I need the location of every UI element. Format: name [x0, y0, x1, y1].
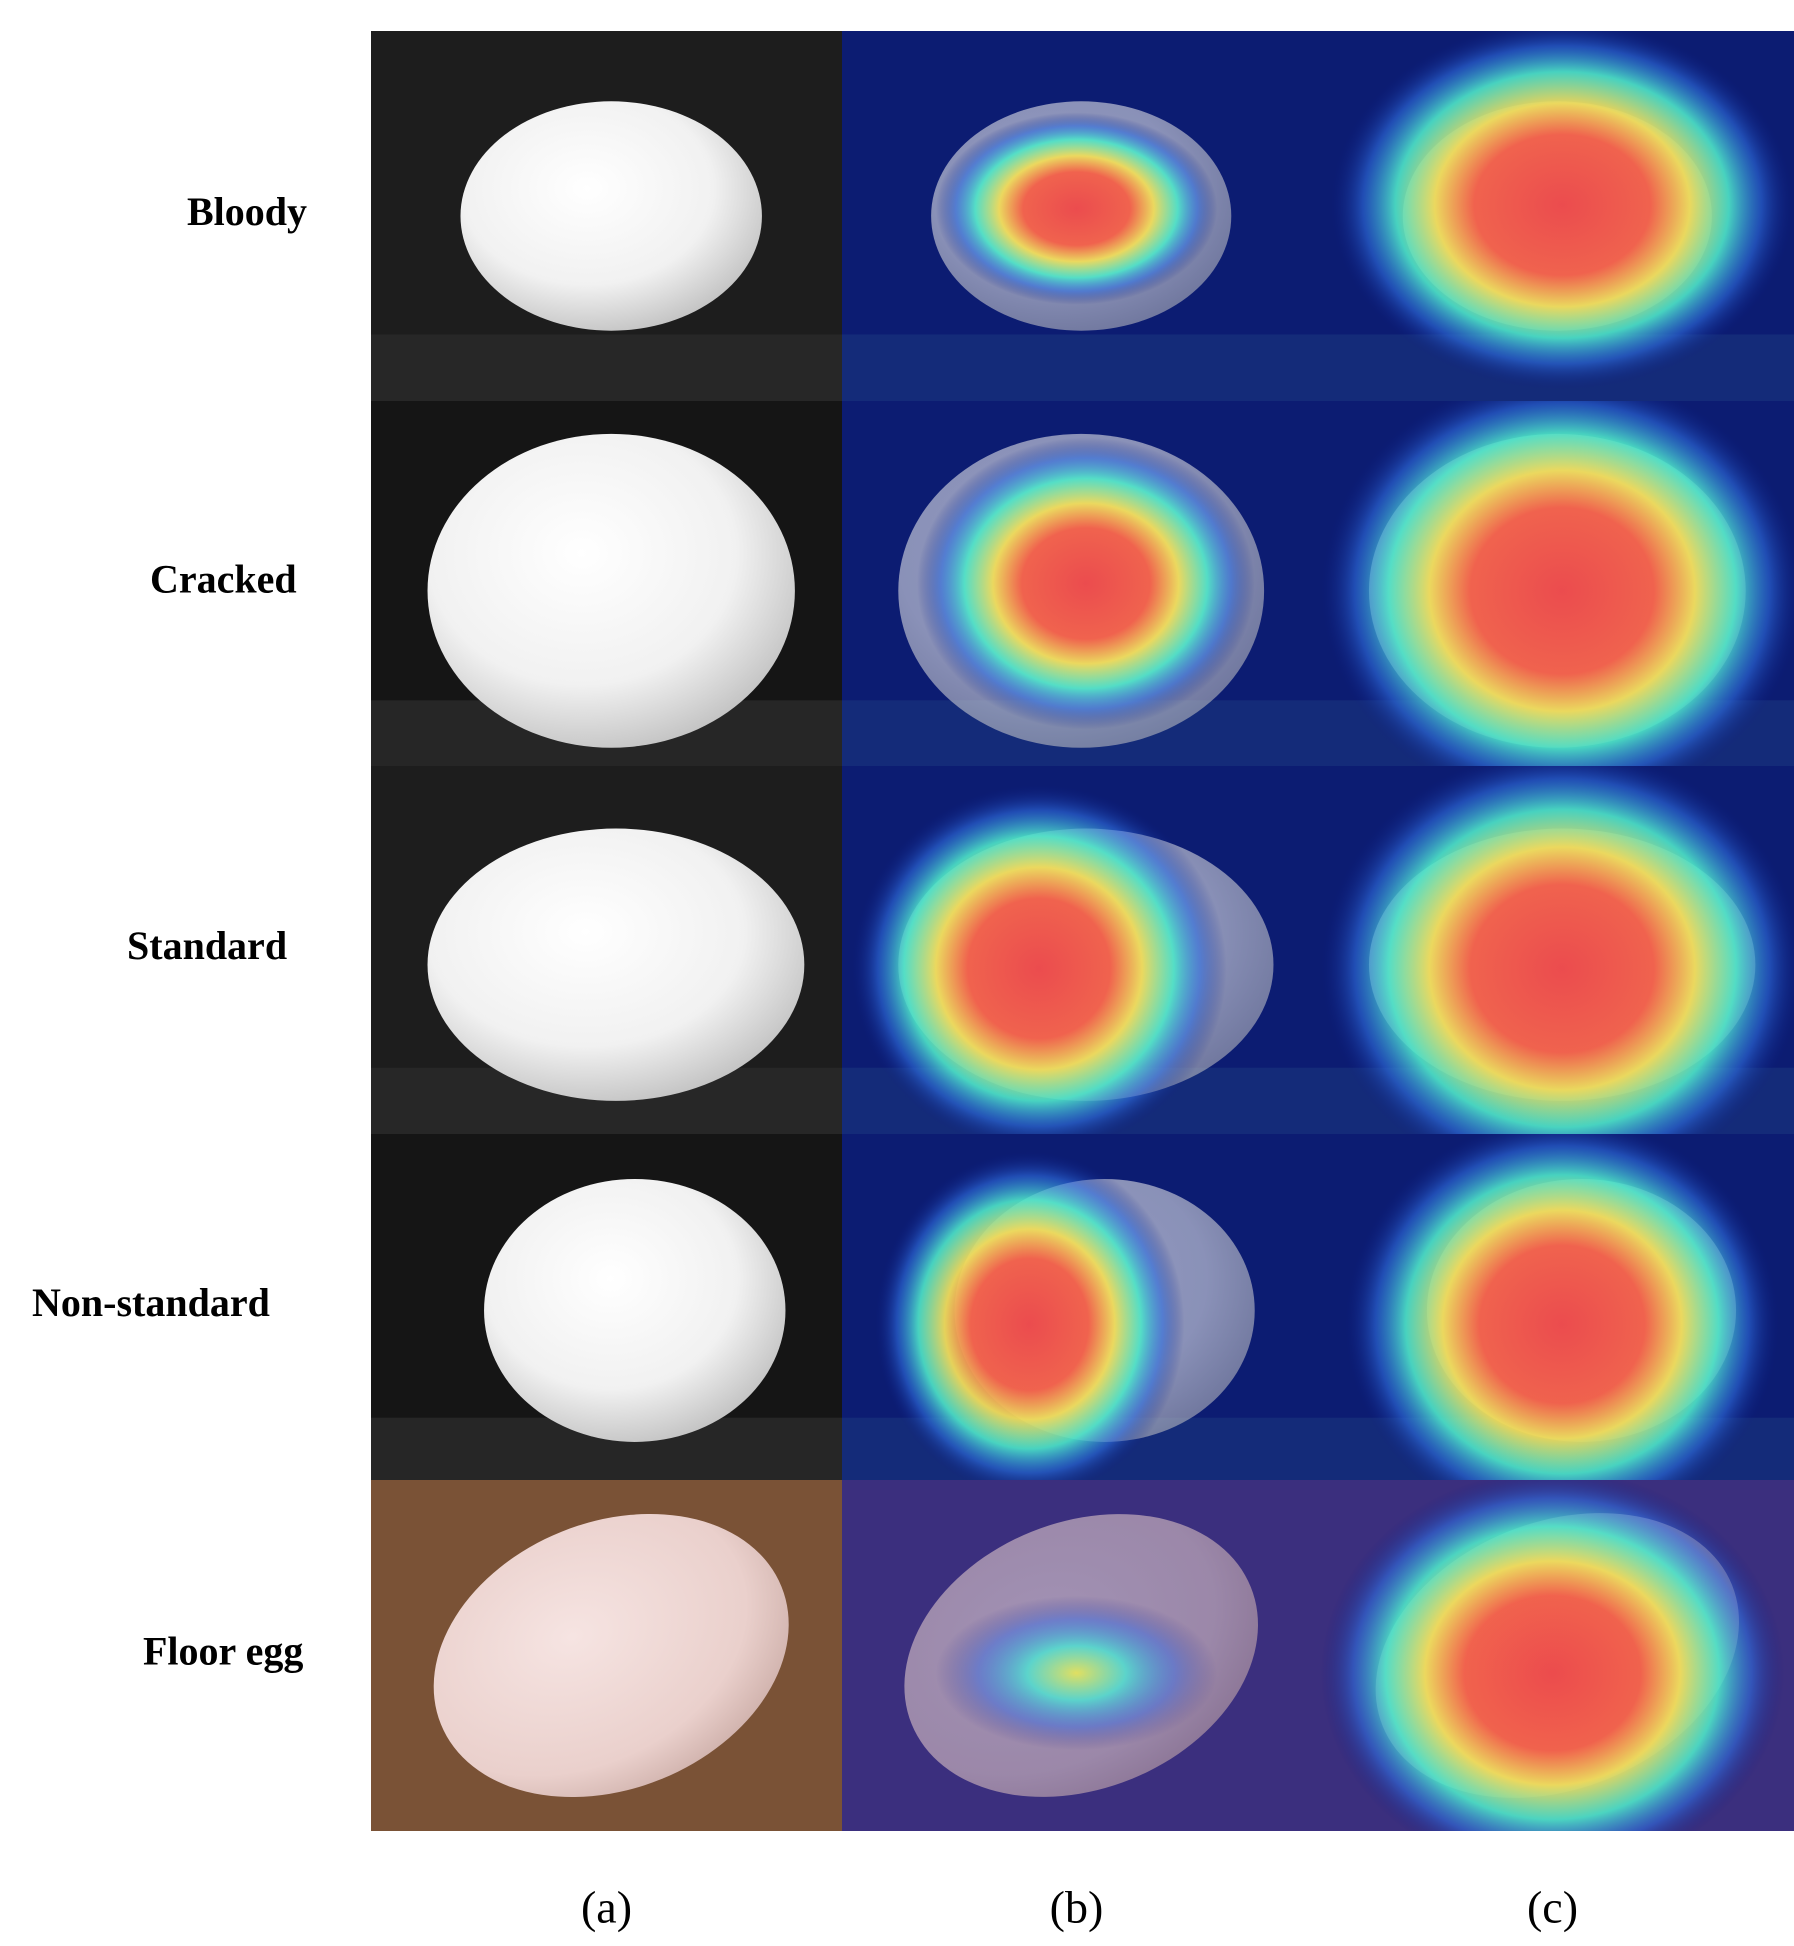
- egg: [484, 1178, 786, 1442]
- image-cell: [1311, 31, 1794, 401]
- heatmap: [935, 112, 1218, 305]
- image-cell: [842, 766, 1311, 1134]
- heatmap: [1320, 401, 1794, 766]
- image-cell: [842, 1480, 1311, 1831]
- image-cell: [371, 1134, 842, 1480]
- image-cell: [371, 766, 842, 1134]
- image-cell: [842, 31, 1311, 401]
- heatmap: [1320, 1480, 1785, 1831]
- column-label: (a): [581, 1882, 632, 1933]
- image-cell: [371, 401, 842, 766]
- column-label: (c): [1527, 1882, 1578, 1933]
- egg: [427, 433, 795, 748]
- row-label: Bloody: [187, 189, 307, 234]
- heatmap: [1344, 1134, 1780, 1480]
- surface: [371, 334, 842, 401]
- heatmap: [1320, 766, 1794, 1134]
- egg: [427, 828, 805, 1101]
- image-cell: [371, 1480, 842, 1831]
- row-label: Floor egg: [143, 1629, 303, 1674]
- image-cell: [1311, 1480, 1794, 1831]
- surface: [842, 334, 1311, 401]
- image-cell: [1311, 401, 1794, 766]
- heatmap: [1330, 31, 1794, 390]
- image-cell: [1311, 1134, 1794, 1480]
- image-cell: [1311, 766, 1794, 1134]
- image-cell: [842, 401, 1311, 766]
- row-label: Non-standard: [32, 1280, 270, 1325]
- row-label: Cracked: [150, 557, 297, 602]
- image-cell: [842, 1134, 1311, 1480]
- heatmap: [874, 1151, 1185, 1480]
- egg: [460, 101, 762, 331]
- heatmap: [935, 1595, 1218, 1751]
- egg: [433, 1513, 789, 1798]
- heatmap: [851, 784, 1227, 1134]
- heatmap: [917, 437, 1255, 730]
- row-label: Standard: [127, 923, 287, 968]
- column-label: (b): [1050, 1882, 1104, 1933]
- image-cell: [371, 31, 842, 401]
